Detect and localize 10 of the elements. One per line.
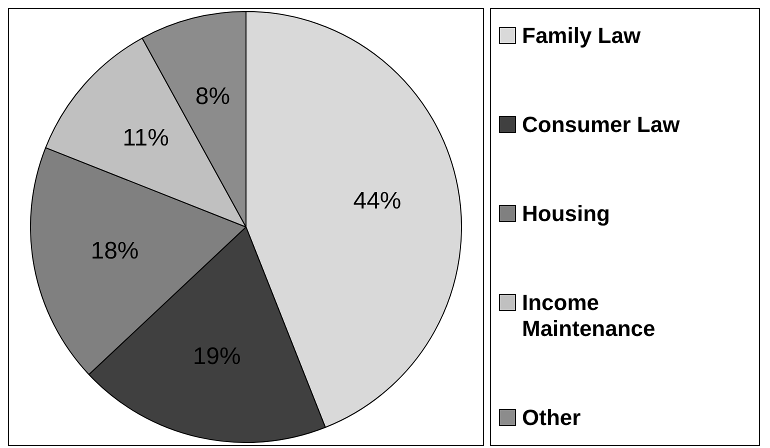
legend-label: Housing	[522, 201, 610, 227]
data-label: 8%	[195, 83, 230, 110]
legend-label: Consumer Law	[522, 112, 680, 138]
data-label: 19%	[192, 343, 241, 370]
data-label: 44%	[353, 188, 402, 215]
data-label: 18%	[90, 238, 139, 265]
legend-label: Income Maintenance	[522, 290, 656, 342]
legend-label: Other	[522, 405, 581, 431]
data-label: 11%	[122, 124, 169, 152]
legend-label: Family Law	[522, 23, 641, 49]
